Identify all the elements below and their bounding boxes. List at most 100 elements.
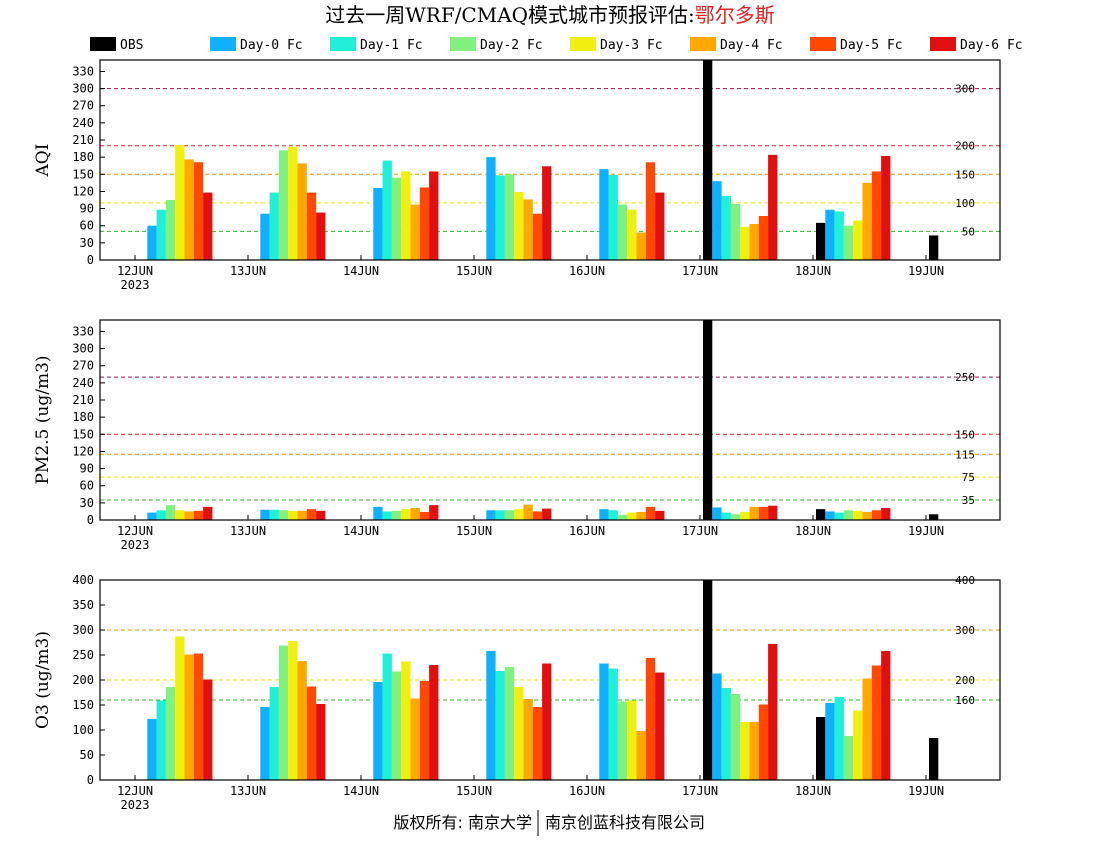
- x-tick-label: 13JUN: [230, 784, 266, 798]
- bar-day-6-fc: [316, 510, 326, 520]
- bar-day-2-fc: [278, 645, 289, 780]
- bar-day-6-fc: [881, 156, 891, 260]
- bar-obs: [816, 509, 826, 520]
- y-tick-label: 30: [80, 236, 94, 250]
- bar-day-2-fc: [843, 510, 854, 520]
- y-tick-label: 180: [72, 410, 94, 424]
- threshold-label: 200: [955, 140, 975, 153]
- bar-day-6-fc: [429, 665, 439, 780]
- legend-swatch: [330, 37, 356, 51]
- bar-day-1-fc: [608, 668, 618, 780]
- bar-day-6-fc: [881, 651, 891, 780]
- bar-day-2-fc: [391, 671, 402, 780]
- legend-label: Day-5 Fc: [840, 38, 903, 53]
- bar-day-0-fc: [147, 719, 157, 780]
- x-tick-label: 13JUN: [230, 524, 266, 538]
- bar-obs: [929, 235, 939, 260]
- y-tick-label: 30: [80, 496, 94, 510]
- x-tick-label: 14JUN: [343, 264, 379, 278]
- legend-label: Day-6 Fc: [960, 38, 1023, 53]
- y-tick-label: 90: [80, 462, 94, 476]
- bar-day-3-fc: [740, 722, 750, 780]
- y-tick-label: 300: [72, 342, 94, 356]
- bar-day-5-fc: [419, 681, 430, 780]
- bar-day-4-fc: [862, 512, 872, 520]
- y-tick-label: 300: [72, 623, 94, 637]
- y-axis-label: PM2.5 (ug/m3): [33, 355, 53, 484]
- y-tick-label: 270: [72, 99, 94, 113]
- y-tick-label: 120: [72, 444, 94, 458]
- bar-day-0-fc: [373, 682, 383, 780]
- bar-day-0-fc: [260, 509, 270, 520]
- plot-frame: [99, 59, 1001, 261]
- footer-right: 南京创蓝科技有限公司: [545, 813, 705, 832]
- x-tick-label: 16JUN: [569, 784, 605, 798]
- threshold-label: 50: [962, 225, 975, 238]
- y-tick-label: 100: [72, 723, 94, 737]
- x-year-label: 2023: [121, 798, 150, 812]
- bar-day-5-fc: [193, 162, 204, 260]
- plot-frame: [99, 319, 1001, 521]
- x-tick-label: 15JUN: [456, 784, 492, 798]
- x-tick-label: 15JUN: [456, 524, 492, 538]
- threshold-label: 150: [955, 428, 975, 441]
- legend-label: Day-0 Fc: [240, 38, 303, 53]
- bar-day-0-fc: [599, 663, 609, 780]
- x-year-label: 2023: [121, 278, 150, 292]
- bar-day-4-fc: [410, 508, 420, 520]
- legend-swatch: [210, 37, 236, 51]
- bar-day-2-fc: [617, 701, 628, 780]
- bar-day-5-fc: [532, 707, 543, 780]
- bar-day-5-fc: [645, 658, 656, 780]
- threshold-label: 100: [955, 197, 975, 210]
- chart-panel-3: 16020030040005010015020025030035040012JU…: [33, 573, 1001, 812]
- bar-day-6-fc: [768, 505, 778, 520]
- figure-title: 过去一周WRF/CMAQ模式城市预报评估:鄂尔多斯: [325, 3, 775, 27]
- y-tick-label: 300: [72, 82, 94, 96]
- bar-day-4-fc: [184, 511, 194, 520]
- y-tick-label: 250: [72, 648, 94, 662]
- legend-swatch: [930, 37, 956, 51]
- bar-day-2-fc: [391, 177, 402, 260]
- x-tick-label: 16JUN: [569, 524, 605, 538]
- bar-obs: [929, 738, 939, 780]
- bar-day-5-fc: [532, 213, 543, 260]
- bar-day-1-fc: [156, 700, 166, 780]
- legend-item: Day-1 Fc: [330, 37, 423, 53]
- bar-day-3-fc: [740, 512, 750, 520]
- y-tick-label: 0: [87, 773, 94, 787]
- bar-day-3-fc: [740, 226, 750, 260]
- legend-label: Day-3 Fc: [600, 38, 663, 53]
- bar-day-1-fc: [721, 512, 731, 520]
- bar-day-1-fc: [721, 688, 731, 780]
- bar-day-2-fc: [617, 204, 628, 260]
- bar-day-2-fc: [730, 694, 741, 780]
- bar-day-5-fc: [532, 511, 543, 520]
- bar-day-6-fc: [429, 505, 439, 520]
- bar-day-0-fc: [260, 213, 270, 260]
- x-tick-label: 17JUN: [682, 264, 718, 278]
- y-tick-label: 400: [72, 573, 94, 587]
- bar-obs: [703, 60, 713, 260]
- x-tick-label: 18JUN: [795, 264, 831, 278]
- x-tick-label: 12JUN: [117, 264, 153, 278]
- bar-day-0-fc: [373, 188, 383, 260]
- bar-obs: [816, 717, 826, 780]
- legend-label: Day-1 Fc: [360, 38, 423, 53]
- bar-day-4-fc: [862, 678, 872, 780]
- bar-day-1-fc: [834, 697, 844, 780]
- bar-day-0-fc: [373, 506, 383, 520]
- threshold-label: 115: [955, 448, 975, 461]
- legend: OBS Day-0 Fc Day-1 Fc Day-2 Fc Day-3 Fc Day-4…: [90, 37, 1023, 53]
- threshold-label: 150: [955, 168, 975, 181]
- bar-day-2-fc: [165, 505, 176, 520]
- bar-day-1-fc: [156, 209, 166, 260]
- bar-day-2-fc: [504, 667, 515, 780]
- bar-day-3-fc: [627, 512, 637, 520]
- bar-day-3-fc: [401, 171, 411, 260]
- x-tick-label: 13JUN: [230, 264, 266, 278]
- bar-day-0-fc: [825, 703, 835, 780]
- x-tick-label: 15JUN: [456, 264, 492, 278]
- legend-swatch: [450, 37, 476, 51]
